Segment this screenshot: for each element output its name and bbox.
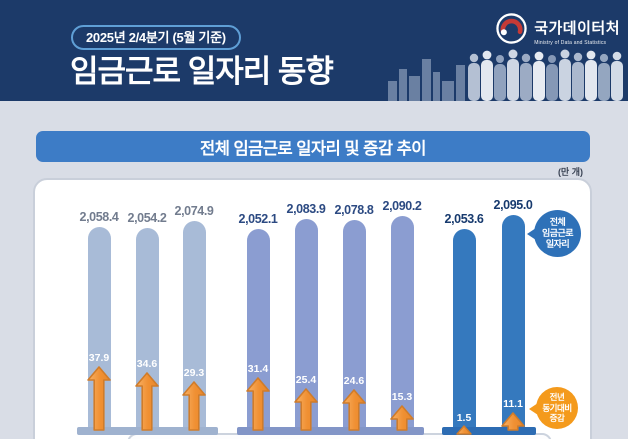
change-arrow-icon (501, 412, 525, 436)
header-badge: 2025년 2/4분기 (5월 기준) (71, 25, 241, 50)
bar-value-label: 2,053.6 (444, 212, 484, 226)
change-value-label: 11.1 (503, 398, 523, 410)
change-arrow-icon (135, 372, 159, 436)
change-arrow-icon (456, 422, 472, 439)
gov-logo-korean-name: 국가데이터처 (534, 19, 620, 37)
callout-line: 증감 (549, 413, 565, 424)
total-jobs-bar (246, 229, 270, 431)
bar-value-label: 2,058.4 (79, 210, 119, 224)
change-value-label: 24.6 (343, 375, 365, 387)
change-value-label: 37.9 (88, 352, 110, 364)
change-value-label: 31.4 (247, 363, 269, 375)
change-value-label: 25.4 (295, 374, 317, 386)
bar-value-label: 2,078.8 (334, 203, 374, 217)
total-jobs-bar (342, 220, 366, 431)
callout-line: 동기대비 (542, 402, 572, 413)
callout-tail (527, 228, 536, 240)
group-baseline (442, 427, 536, 435)
callout-line: 전년 (549, 392, 565, 403)
page-title: 임금근로 일자리 동향 (70, 54, 334, 89)
bar-value-label: 2,090.2 (382, 199, 422, 213)
total-jobs-bar (390, 216, 414, 431)
bar-value-label: 2,054.2 (127, 211, 167, 225)
total-jobs-bar (501, 215, 525, 431)
gov-emblem-icon (496, 13, 527, 49)
bar-value-label: 2,052.1 (238, 212, 278, 226)
total-jobs-callout: 전체 임금근로 일자리 (527, 210, 581, 257)
unit-label: (만 개) (557, 167, 583, 177)
section-title-bar: 전체 임금근로 일자리 및 증감 추이 (36, 131, 590, 162)
gov-logo-english-name: Ministry of Data and Statistics (534, 39, 607, 46)
gov-logo-text: 국가데이터처 Ministry of Data and Statistics (534, 17, 620, 46)
gov-logo: 국가데이터처 Ministry of Data and Statistics (496, 13, 620, 49)
total-jobs-bar (182, 221, 206, 431)
yoy-change-callout: 전년 동기대비 증감 (529, 387, 578, 429)
change-arrow-icon (294, 388, 318, 436)
change-value-label: 15.3 (391, 391, 413, 403)
change-arrow-icon (182, 381, 206, 436)
bar-value-label: 2,074.9 (174, 204, 214, 218)
bar-value-label: 2,083.9 (286, 202, 326, 216)
change-arrow-icon (246, 377, 270, 436)
skyline-people-illustration (388, 49, 623, 101)
callout-line: 전체 (549, 216, 566, 227)
total-jobs-bar (294, 219, 318, 431)
change-arrow-icon (87, 366, 111, 436)
chart-panel: 전체 임금근로 일자리 전년 동기대비 증감 2,058.4 37.9 2,054… (33, 178, 592, 439)
change-arrow-icon (390, 405, 414, 436)
change-arrow-icon (342, 389, 366, 436)
group-baseline (237, 427, 424, 435)
callout-line: 일자리 (545, 239, 570, 250)
header: 2025년 2/4분기 (5월 기준) 임금근로 일자리 동향 국가데이터처 M… (0, 0, 628, 101)
section-title: 전체 임금근로 일자리 및 증감 추이 (200, 139, 426, 158)
callout-line: 임금근로 (541, 227, 574, 238)
chart-canvas: 전체 임금근로 일자리 전년 동기대비 증감 2,058.4 37.9 2,054… (35, 180, 590, 439)
change-value-label: 34.6 (136, 358, 158, 370)
change-value-label: 1.5 (456, 412, 472, 424)
bar-value-label: 2,095.0 (493, 198, 533, 212)
change-value-label: 29.3 (183, 367, 205, 379)
group-baseline (77, 427, 218, 435)
callout-tail (529, 403, 538, 415)
total-jobs-bar (452, 229, 476, 431)
